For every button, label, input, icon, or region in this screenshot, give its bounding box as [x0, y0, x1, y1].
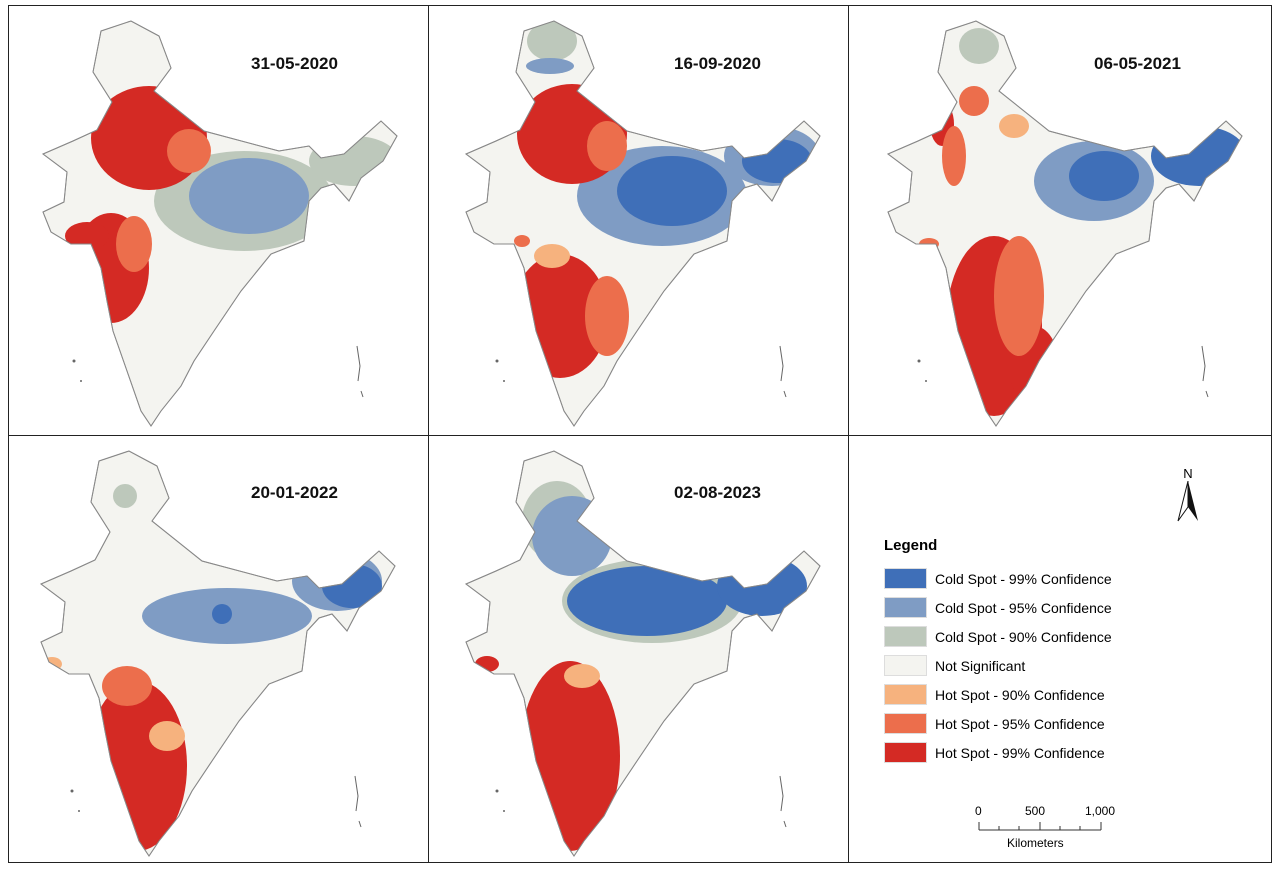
hotspot-region — [514, 235, 530, 247]
map-date: 02-08-2023 — [674, 483, 761, 502]
hotspot-region — [527, 21, 577, 61]
hotspot-region — [585, 276, 629, 356]
hotspot-region — [116, 216, 152, 272]
hotspot-region — [309, 136, 397, 186]
hotspot-region — [534, 244, 570, 268]
legend-swatch — [884, 713, 927, 734]
north-arrow: N — [1176, 466, 1200, 526]
legend-item: Hot Spot - 99% Confidence — [884, 738, 1112, 767]
hotspot-region — [994, 236, 1044, 356]
hotspot-region — [959, 86, 989, 116]
hotspot-region — [564, 664, 600, 688]
legend-item: Not Significant — [884, 651, 1112, 680]
hotspot-region — [617, 156, 727, 226]
hotspot-region — [212, 604, 232, 624]
legend-label: Not Significant — [935, 657, 1026, 674]
hotspot-region — [942, 126, 966, 186]
legend-label: Hot Spot - 99% Confidence — [935, 744, 1105, 761]
hotspot-region — [149, 721, 185, 751]
legend-swatch — [884, 742, 927, 763]
legend-swatch — [884, 626, 927, 647]
legend-title: Legend — [884, 537, 938, 554]
map-panel-3: 06-05-2021 — [848, 5, 1272, 436]
north-label: N — [1183, 466, 1193, 481]
hotspot-region — [113, 484, 137, 508]
map-date: 31-05-2020 — [251, 54, 338, 73]
scale-tick-label: 0 — [975, 804, 982, 818]
legend-swatch — [884, 568, 927, 589]
legend-item: Cold Spot - 99% Confidence — [884, 564, 1112, 593]
map-panel-1: 31-05-2020 — [8, 5, 429, 436]
hotspot-region — [959, 28, 999, 64]
legend-label: Hot Spot - 90% Confidence — [935, 686, 1105, 703]
legend-label: Hot Spot - 95% Confidence — [935, 715, 1105, 732]
legend-item: Hot Spot - 90% Confidence — [884, 680, 1112, 709]
hotspot-region — [102, 666, 152, 706]
india-map — [887, 20, 1243, 427]
legend-label: Cold Spot - 95% Confidence — [935, 599, 1112, 616]
scale-tick-label: 500 — [1025, 804, 1046, 818]
india-map — [42, 20, 398, 427]
hotspot-region — [587, 121, 627, 171]
hotspot-region — [999, 114, 1029, 138]
hotspot-region — [189, 158, 309, 234]
hotspot-region — [167, 129, 211, 173]
hotspot-region — [526, 58, 574, 74]
india-map — [40, 450, 396, 857]
legend-panel — [848, 435, 1272, 863]
legend-item: Hot Spot - 95% Confidence — [884, 709, 1112, 738]
legend-item: Cold Spot - 90% Confidence — [884, 622, 1112, 651]
hotspot-region — [1151, 126, 1242, 186]
map-panel-4: 20-01-2022 — [8, 435, 429, 863]
map-panel-5: 02-08-2023 — [428, 435, 849, 863]
legend-swatch — [884, 655, 927, 676]
map-date: 06-05-2021 — [1094, 54, 1181, 73]
scale-bar: 0 500 1,000 Kilometers — [975, 804, 1125, 854]
hotspot-region — [65, 222, 109, 250]
map-date: 20-01-2022 — [251, 483, 338, 502]
legend-item: Cold Spot - 95% Confidence — [884, 593, 1112, 622]
india-map — [465, 20, 821, 427]
hotspot-region — [532, 496, 612, 576]
scale-tick-label: 1,000 — [1085, 804, 1116, 818]
india-map — [465, 450, 821, 857]
map-date: 16-09-2020 — [674, 54, 761, 73]
hotspot-region — [1069, 151, 1139, 201]
legend: Legend Cold Spot - 99% Confidence Cold Sp… — [884, 537, 1112, 767]
hotspot-region — [717, 556, 807, 616]
legend-label: Cold Spot - 99% Confidence — [935, 570, 1112, 587]
scale-unit: Kilometers — [1007, 836, 1064, 850]
hotspot-region — [567, 566, 727, 636]
north-arrow-icon — [1177, 480, 1198, 522]
map-panel-2: 16-09-2020 — [428, 5, 849, 436]
legend-swatch — [884, 684, 927, 705]
legend-label: Cold Spot - 90% Confidence — [935, 628, 1112, 645]
legend-swatch — [884, 597, 927, 618]
